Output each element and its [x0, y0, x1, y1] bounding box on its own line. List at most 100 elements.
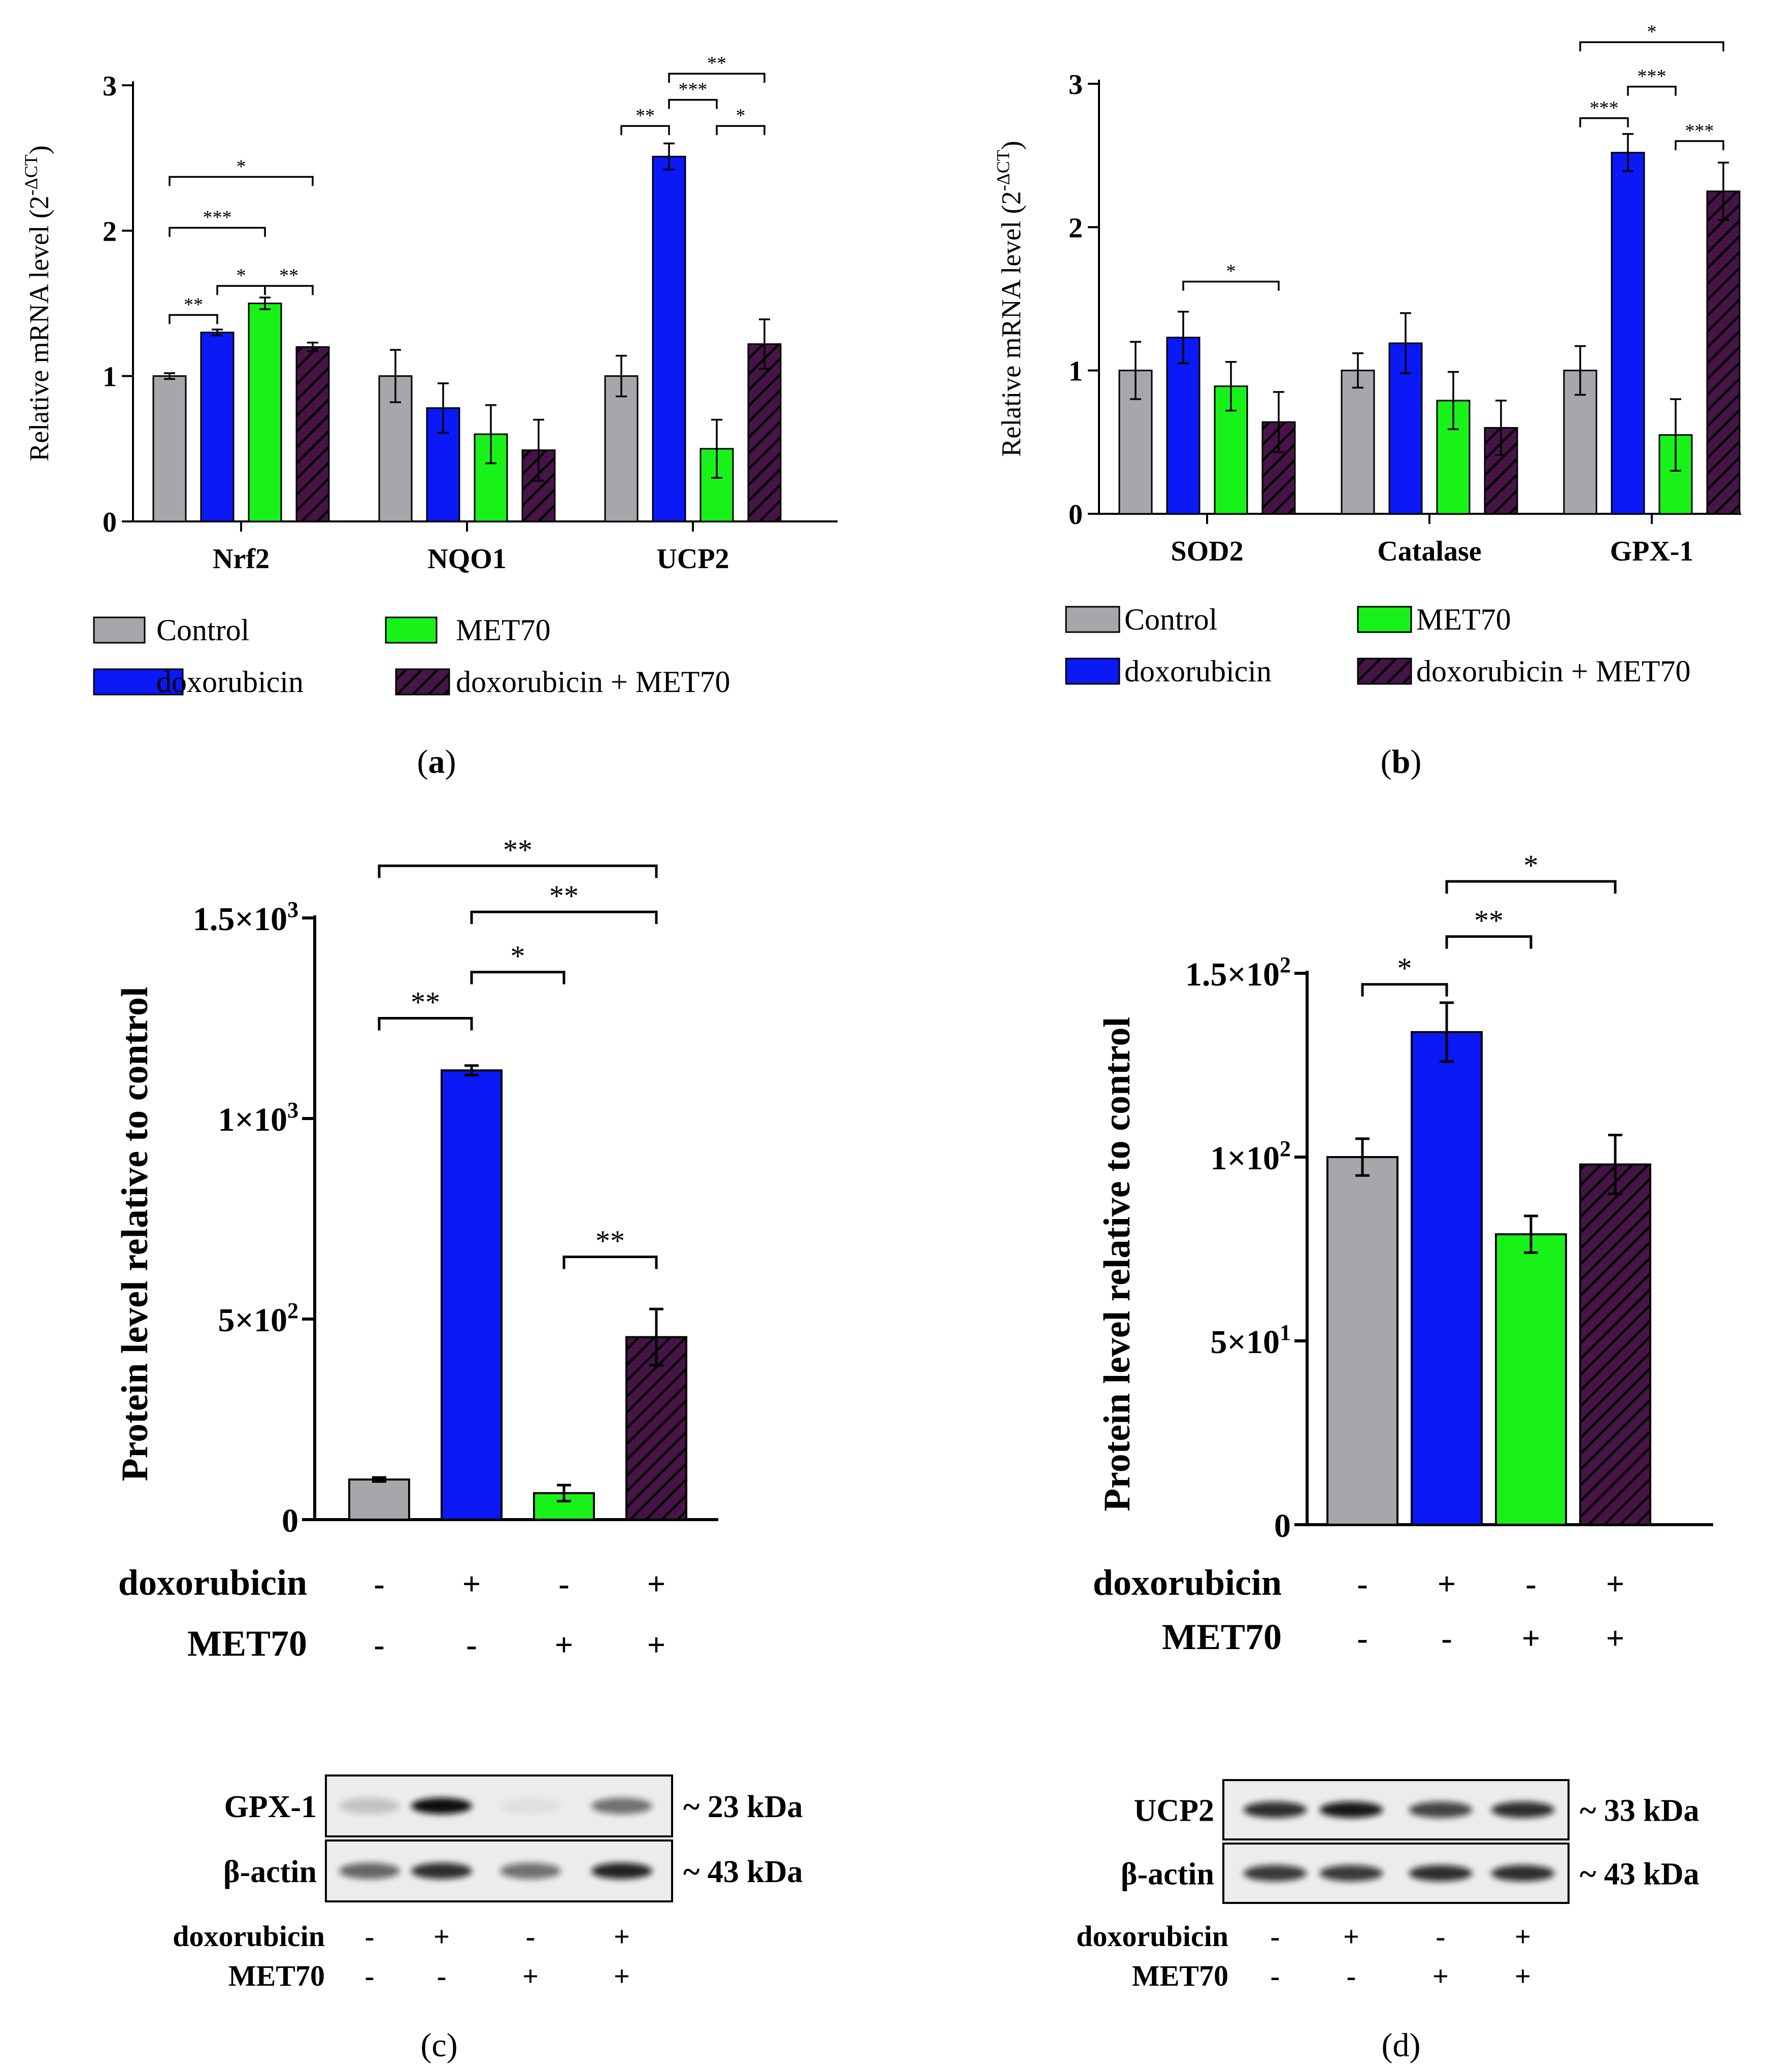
legend-swatch-met70-b	[1357, 606, 1412, 633]
panel-d-chart: 0 5×101 1×102 1.5×102 Protein level relative…	[1093, 849, 1713, 1657]
y-tick-label: 0	[103, 507, 117, 538]
treatment-sign: -	[466, 1627, 477, 1663]
blot-treatment-sign: +	[614, 1921, 630, 1953]
blot-band	[1491, 1801, 1555, 1818]
treatment-sign: +	[555, 1627, 573, 1663]
panel-c-chart: 0 5×102 1×103 1.5×103 Protein level relative…	[114, 833, 718, 1664]
x-category-label: UCP2	[656, 543, 729, 575]
legend-label-control: Control	[156, 613, 249, 647]
significance-bracket	[470, 910, 658, 925]
significance-bracket	[169, 176, 314, 186]
significance-label: **	[1474, 904, 1504, 937]
bar-doxorubicin	[1166, 337, 1201, 515]
significance-bracket	[1445, 880, 1617, 894]
bar-met70	[1495, 1233, 1567, 1526]
y-tick-label: 0	[1069, 499, 1083, 531]
bar-control	[1326, 1156, 1398, 1526]
significance-label: *	[511, 940, 525, 973]
blot-band	[1243, 1865, 1307, 1882]
panel-label-b: (b)	[1381, 743, 1422, 780]
bar-doxorubicin	[441, 1069, 503, 1521]
significance-label: **	[503, 833, 532, 866]
y-tick-label: 2	[1069, 212, 1083, 244]
bar-combo	[295, 346, 330, 522]
x-category-label: SOD2	[1171, 536, 1243, 567]
treatment-sign: +	[1606, 1566, 1624, 1602]
significance-bracket	[1675, 140, 1724, 150]
blot-band	[339, 1863, 400, 1879]
y-tick-label: 1×103	[218, 1098, 298, 1138]
significance-label: *	[736, 105, 746, 126]
blot-band	[500, 1863, 561, 1879]
treatment-sign: +	[462, 1566, 481, 1602]
significance-label: **	[549, 879, 579, 912]
treatment-sign: -	[374, 1566, 384, 1602]
legend-swatch-control	[93, 616, 146, 644]
y-tick-label: 0	[282, 1502, 298, 1539]
significance-label: ***	[1638, 66, 1666, 87]
treatment-row-label: MET70	[187, 1623, 307, 1664]
bar-met70	[474, 433, 508, 522]
legend-label-met70: MET70	[456, 613, 551, 647]
y-tick-label: 1	[1069, 356, 1083, 387]
y-axis-label: Protein level relative to control	[1096, 1017, 1138, 1511]
legend-swatch-doxorubicin-b	[1065, 657, 1120, 685]
blot-band	[591, 1863, 652, 1879]
blot-treatment-sign: -	[365, 1921, 375, 1953]
blot-size-label: ~ 23 kDa	[683, 1790, 803, 1824]
y-tick-label: 2	[103, 216, 117, 247]
y-axis-label: Relative mRNA level (2-ΔCT)	[21, 145, 54, 462]
significance-bracket	[562, 1256, 658, 1269]
legend-swatch-control-b	[1065, 606, 1120, 633]
blot-treatment-label: doxorubicin	[173, 1920, 325, 1953]
bar-control	[1341, 370, 1375, 515]
y-tick-label: 1.5×103	[193, 897, 298, 938]
blot-treatment-sign: +	[1515, 1921, 1531, 1953]
significance-label: **	[707, 53, 726, 74]
blot-treatment-sign: -	[526, 1921, 536, 1953]
treatment-sign: -	[1525, 1566, 1536, 1602]
significance-label: ***	[1685, 120, 1714, 142]
blot-size-label: ~ 33 kDa	[1580, 1794, 1699, 1828]
blot-treatment-sign: +	[1515, 1961, 1531, 1992]
legend-label-doxorubicin-b: doxorubicin	[1124, 654, 1272, 688]
blot-treatment-sign: +	[614, 1961, 630, 1992]
blot-treatment-sign: -	[437, 1961, 447, 1992]
treatment-sign: -	[1441, 1620, 1452, 1656]
treatment-sign: +	[1522, 1620, 1540, 1656]
x-category-label: Catalase	[1377, 536, 1481, 567]
bar-combo	[625, 1336, 687, 1521]
significance-bracket	[668, 98, 718, 109]
blot-treatment-sign: +	[1432, 1961, 1449, 1992]
blot-treatment-sign: -	[365, 1961, 375, 1992]
y-axis-label: Protein level relative to control	[114, 986, 156, 1481]
blot-treatment-sign: -	[1271, 1921, 1280, 1953]
panel-d-western-blot: UCP2 ~ 33 kDa β-actin ~ 43 kDa doxorubicin - +…	[1076, 1779, 1699, 1992]
blot-protein-label: β-actin	[223, 1855, 317, 1889]
significance-bracket	[378, 1017, 473, 1031]
blot-protein-label: GPX-1	[224, 1790, 317, 1824]
bar-met70	[248, 303, 282, 522]
blot-protein-label: UCP2	[1134, 1794, 1214, 1828]
blot-protein-label: β-actin	[1121, 1857, 1214, 1892]
legend-label-met70-b: MET70	[1416, 603, 1511, 636]
blot-treatment-label: MET70	[228, 1959, 325, 1992]
significance-bracket	[716, 125, 765, 136]
x-category-label: GPX-1	[1610, 536, 1694, 567]
treatment-sign: -	[1357, 1620, 1368, 1656]
significance-label: *	[237, 265, 246, 286]
bar-combo	[747, 343, 782, 522]
blot-band	[1409, 1801, 1473, 1818]
legend-swatch-combo	[395, 668, 450, 696]
treatment-sign: +	[647, 1627, 665, 1663]
blot-band	[339, 1798, 400, 1814]
x-category-label: NQO1	[427, 543, 507, 575]
significance-label: *	[1226, 261, 1236, 282]
significance-label: *	[1524, 849, 1539, 882]
legend-swatch-doxorubicin	[93, 668, 184, 696]
significance-bracket	[1579, 117, 1629, 127]
panel-b-legend: Control MET70 doxorubicin doxorubicin + …	[1065, 603, 1690, 688]
blot-treatment-label: MET70	[1132, 1959, 1228, 1992]
blot-treatment-label: doxorubicin	[1076, 1920, 1228, 1953]
significance-label: ***	[203, 207, 232, 228]
